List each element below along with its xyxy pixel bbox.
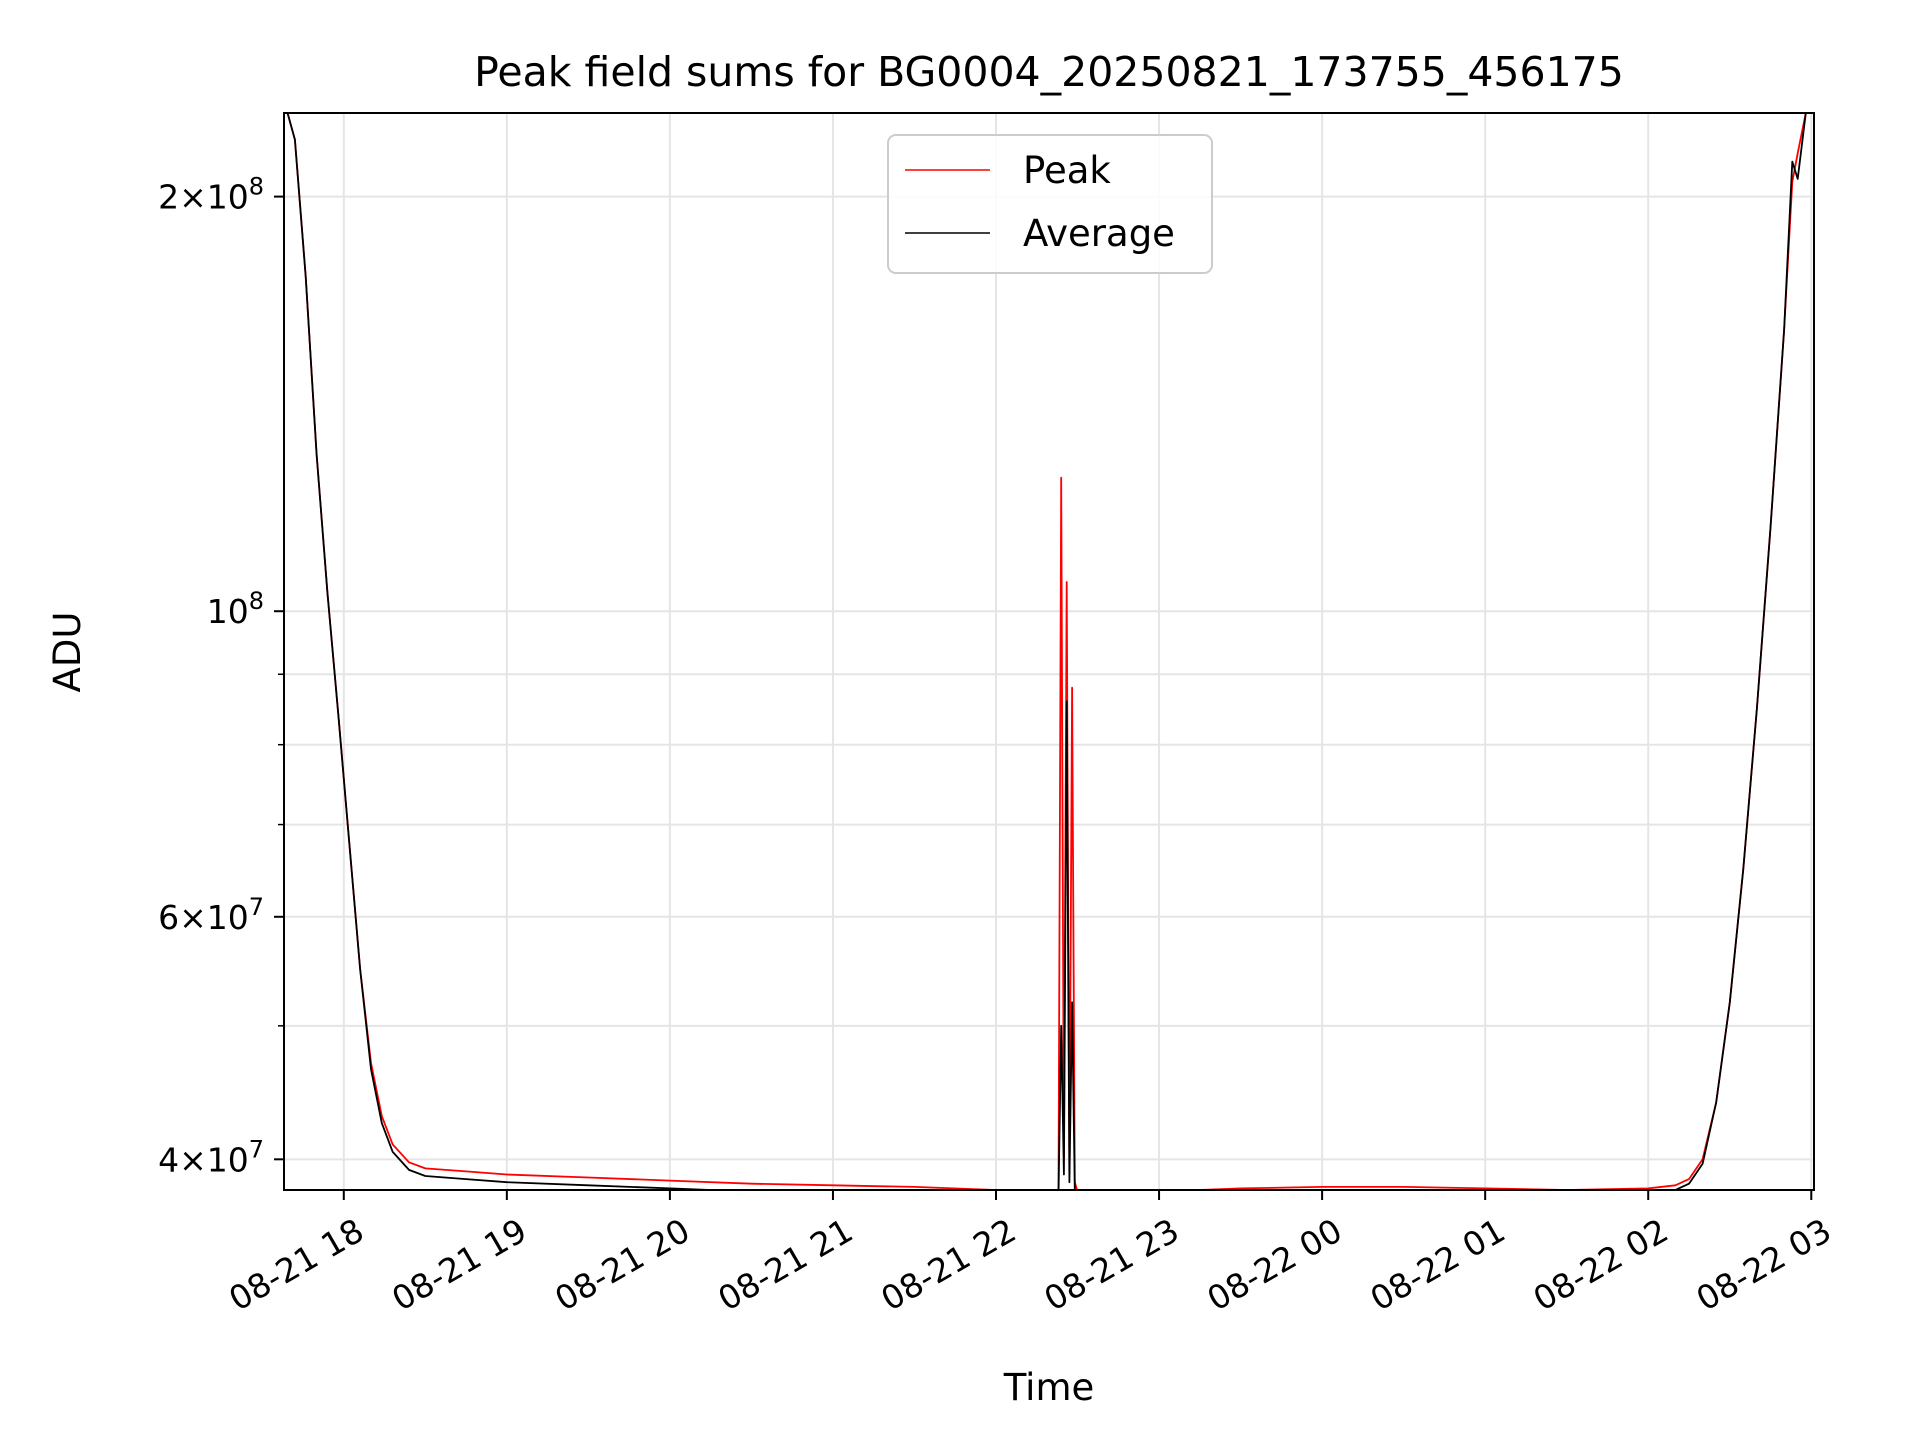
y-axis-label: ADU: [46, 612, 89, 693]
plot-frame: [283, 112, 1815, 1191]
y-tick-label: 108: [207, 587, 264, 631]
legend: Peak Average: [887, 134, 1213, 274]
legend-label-average: Average: [1023, 212, 1175, 255]
y-tick-label: 2×108: [158, 173, 264, 217]
series-line-average: [286, 113, 1807, 1190]
grid-lines: [284, 113, 1814, 1190]
x-axis-label: Time: [1003, 1366, 1095, 1409]
plot-series: [286, 113, 1807, 1190]
legend-label-peak: Peak: [1023, 149, 1111, 192]
chart-title: Peak field sums for BG0004_20250821_1737…: [474, 48, 1624, 96]
y-tick-label: 6×107: [158, 893, 264, 937]
y-tick-label: 4×107: [158, 1135, 264, 1179]
